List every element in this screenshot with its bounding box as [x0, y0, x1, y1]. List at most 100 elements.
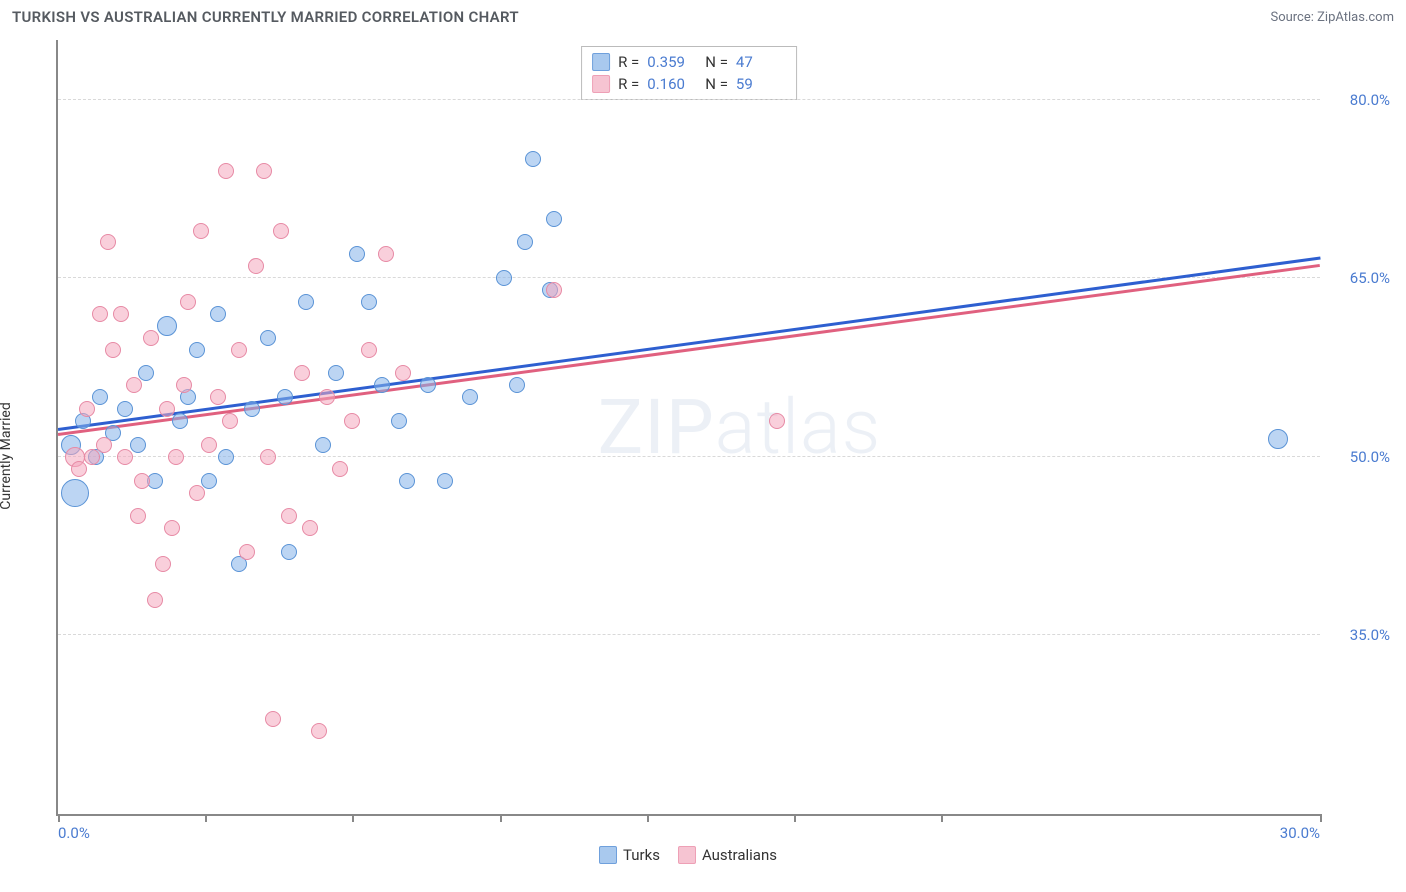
data-point [315, 437, 331, 453]
data-point [84, 449, 100, 465]
y-tick-label: 35.0% [1326, 626, 1390, 644]
x-tick-label: 0.0% [58, 824, 90, 842]
data-point [176, 377, 192, 393]
x-tick [352, 814, 354, 822]
x-tick [1320, 814, 1322, 822]
data-point [201, 473, 217, 489]
gridline [58, 634, 1320, 635]
n-value: 47 [736, 53, 786, 71]
data-point [157, 316, 177, 336]
data-point [231, 342, 247, 358]
data-point [61, 479, 89, 507]
r-value: 0.160 [647, 75, 697, 93]
data-point [328, 365, 344, 381]
data-point [117, 449, 133, 465]
x-tick [941, 814, 943, 822]
data-point [509, 377, 525, 393]
data-point [256, 163, 272, 179]
data-point [92, 306, 108, 322]
x-tick [58, 814, 60, 822]
data-point [218, 449, 234, 465]
data-point [189, 342, 205, 358]
data-point [319, 389, 335, 405]
data-point [517, 234, 533, 250]
data-point [391, 413, 407, 429]
legend-item: Australians [678, 846, 777, 864]
data-point [113, 306, 129, 322]
data-point [159, 401, 175, 417]
n-label: N = [705, 75, 728, 93]
data-point [201, 437, 217, 453]
x-tick [794, 814, 796, 822]
data-point [294, 365, 310, 381]
header: TURKISH VS AUSTRALIAN CURRENTLY MARRIED … [0, 0, 1406, 30]
y-tick-label: 80.0% [1326, 91, 1390, 109]
data-point [100, 234, 116, 250]
data-point [281, 544, 297, 560]
chart-container: Currently Married ZIPatlas R =0.359N =47… [12, 40, 1394, 872]
legend-item: Turks [599, 846, 660, 864]
x-tick [647, 814, 649, 822]
watermark-thin: atlas [715, 382, 882, 472]
legend-swatch [592, 53, 610, 71]
data-point [210, 306, 226, 322]
data-point [210, 389, 226, 405]
r-value: 0.359 [647, 53, 697, 71]
legend-stat-row: R = 0.359 N = 47 [592, 51, 786, 73]
data-point [344, 413, 360, 429]
y-tick-label: 65.0% [1326, 269, 1390, 287]
x-tick [205, 814, 207, 822]
gridline [58, 99, 1320, 100]
data-point [189, 485, 205, 501]
r-label: R = [618, 75, 639, 93]
data-point [395, 365, 411, 381]
data-point [265, 711, 281, 727]
chart-title: TURKISH VS AUSTRALIAN CURRENTLY MARRIED … [12, 8, 519, 26]
data-point [277, 389, 293, 405]
x-tick-label: 30.0% [1280, 824, 1320, 842]
data-point [769, 413, 785, 429]
data-point [79, 401, 95, 417]
source-label: Source: ZipAtlas.com [1270, 10, 1394, 25]
data-point [168, 449, 184, 465]
data-point [260, 449, 276, 465]
legend-stats: R =0.359N =47R =0.160N =59 [581, 46, 797, 100]
data-point [349, 246, 365, 262]
data-point [96, 437, 112, 453]
data-point [218, 163, 234, 179]
data-point [193, 223, 209, 239]
data-point [143, 330, 159, 346]
data-point [92, 389, 108, 405]
data-point [525, 151, 541, 167]
data-point [298, 294, 314, 310]
data-point [180, 294, 196, 310]
data-point [420, 377, 436, 393]
gridline [58, 277, 1320, 278]
n-label: N = [705, 53, 728, 71]
data-point [164, 520, 180, 536]
data-point [361, 294, 377, 310]
data-point [134, 473, 150, 489]
data-point [105, 342, 121, 358]
data-point [437, 473, 453, 489]
data-point [311, 723, 327, 739]
data-point [546, 282, 562, 298]
legend-label: Turks [623, 846, 660, 864]
data-point [332, 461, 348, 477]
data-point [302, 520, 318, 536]
r-label: R = [618, 53, 639, 71]
legend-bottom: Turks Australians [56, 846, 1320, 864]
legend-swatch [599, 846, 617, 864]
watermark: ZIPatlas [598, 382, 882, 472]
data-point [273, 223, 289, 239]
gridline [58, 456, 1320, 457]
legend-label: Australians [702, 846, 777, 864]
data-point [71, 461, 87, 477]
data-point [462, 389, 478, 405]
data-point [172, 413, 188, 429]
data-point [130, 508, 146, 524]
data-point [361, 342, 377, 358]
legend-swatch [678, 846, 696, 864]
watermark-bold: ZIP [598, 382, 715, 472]
data-point [374, 377, 390, 393]
